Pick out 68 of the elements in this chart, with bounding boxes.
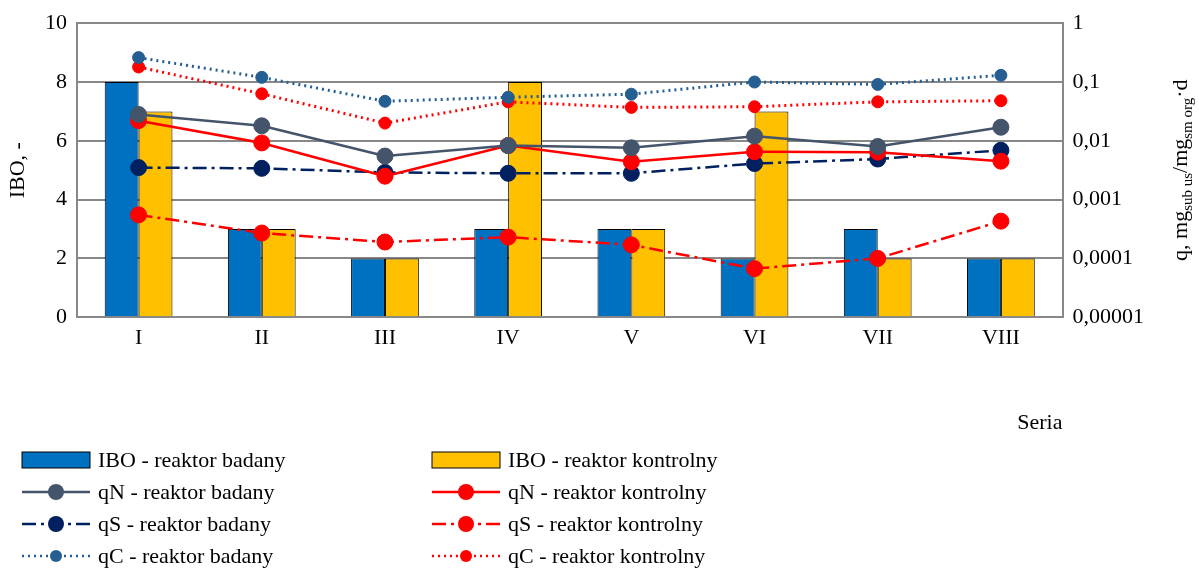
y-tick-label: 10 [45,8,67,34]
point [746,127,764,145]
point [748,75,762,89]
point [253,159,271,177]
point [376,233,394,251]
point [255,70,269,84]
point [499,164,517,182]
legend-label: qC - reaktor kontrolny [508,543,706,569]
y-tick-label: 8 [56,67,67,93]
point [253,224,271,242]
y2-tick-label: 0,0001 [1072,244,1133,270]
point [992,152,1010,170]
point [376,167,394,185]
point [255,87,269,101]
legend-label: qN - reaktor badany [98,479,275,505]
x-tick-label: VIII [981,324,1020,350]
y-tick-label: 2 [56,244,67,270]
legend-label: qS - reaktor kontrolny [508,511,703,537]
y-tick-label: 6 [56,126,67,152]
point [992,118,1010,136]
x-tick-label: V [623,324,640,350]
point [378,116,392,130]
point [871,95,885,109]
x-axis-title: Seria [1017,408,1063,434]
legend-label: qC - reaktor badany [98,543,274,569]
y2-tick-label: 0,1 [1072,67,1100,93]
y-tick-label: 0 [56,302,67,328]
point [992,212,1010,230]
y2-tick-label: 1 [1072,8,1084,34]
point [994,68,1008,82]
point [869,249,887,267]
point [253,117,271,135]
x-tick-label: IV [496,324,520,350]
y-tick-label: 4 [56,185,67,211]
point [748,100,762,114]
point [746,260,764,278]
point [130,106,148,124]
x-tick-label: III [373,324,396,350]
point [622,139,640,157]
legend-label: IBO - reaktor kontrolny [508,447,718,473]
y2-tick-label: 0,001 [1072,185,1122,211]
x-tick-label: VI [742,324,767,350]
point [130,206,148,224]
point [622,153,640,171]
point [378,94,392,108]
point [499,228,517,246]
y-axis-title: IBO, - [3,142,29,199]
point [624,100,638,114]
point [994,94,1008,108]
point [746,143,764,161]
point [376,147,394,165]
point [253,134,271,152]
x-tick-label: I [134,324,143,350]
x-tick-label: II [254,324,270,350]
point [869,138,887,155]
y2-axis-title: q, mgsub us/mgsm org·d [1166,79,1195,261]
point [871,77,885,91]
point [624,87,638,101]
y2-tick-label: 0,01 [1072,126,1111,152]
x-tick-label: VII [862,324,893,350]
legend-label: qS - reaktor badany [98,511,271,537]
point [501,90,515,104]
point [130,159,148,177]
point [622,236,640,254]
y2-tick-label: 0,00001 [1072,302,1144,328]
legend-label: IBO - reaktor badany [98,447,286,473]
legend-label: qN - reaktor kontrolny [508,479,707,505]
point [132,51,146,65]
